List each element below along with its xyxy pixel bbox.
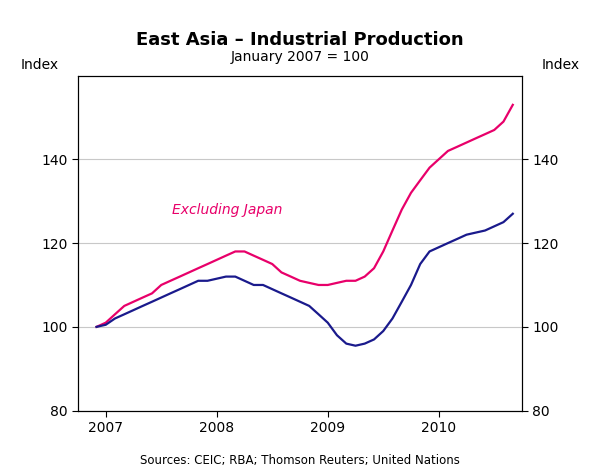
Text: Index: Index (542, 58, 580, 72)
Title: East Asia – Industrial Production: East Asia – Industrial Production (136, 31, 464, 49)
Text: January 2007 = 100: January 2007 = 100 (230, 50, 370, 64)
Text: Excluding Japan: Excluding Japan (172, 203, 283, 217)
Text: Sources: CEIC; RBA; Thomson Reuters; United Nations: Sources: CEIC; RBA; Thomson Reuters; Uni… (140, 454, 460, 467)
Text: Index: Index (20, 58, 58, 72)
